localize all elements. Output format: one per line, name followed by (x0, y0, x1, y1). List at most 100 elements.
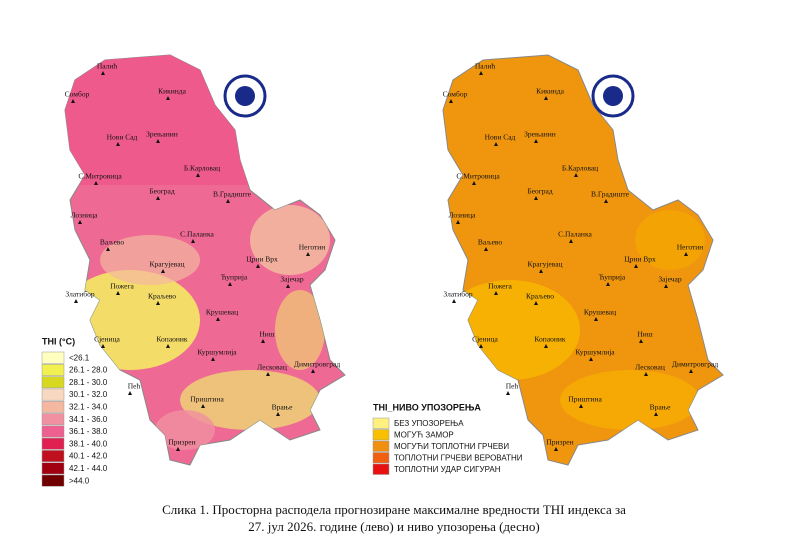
city-label: Златибор (65, 290, 94, 299)
city-label: Зајечар (280, 275, 303, 284)
city-marker (166, 344, 170, 348)
city-label: Палић (97, 62, 118, 71)
legend-swatch (41, 437, 65, 450)
city-label: Кикинда (536, 87, 565, 96)
city-marker (484, 247, 488, 251)
city-marker (494, 291, 498, 295)
city-marker (534, 301, 538, 305)
city-label: Лесковац (635, 363, 665, 372)
city-label: Зрењанин (146, 130, 178, 139)
legend-label: МОГУЋ ЗАМОР (394, 430, 454, 439)
legend-label: ТОПЛОТНИ ГРЧЕВИ ВЕРОВАТНИ (394, 453, 523, 462)
legend-swatch (41, 413, 65, 426)
city-label: С.Паланка (180, 230, 214, 239)
city-label: Зрењанин (524, 130, 556, 139)
legend-title: THI_НИВО УПОЗОРЕЊА (373, 402, 481, 412)
city-label: Сјеница (472, 335, 498, 344)
city-label: С.Митровица (456, 172, 500, 181)
legend-label: 36.1 - 38.0 (69, 427, 108, 436)
city-marker (211, 357, 215, 361)
city-marker (479, 71, 483, 75)
logo (591, 74, 635, 118)
city-label: Приштина (568, 395, 602, 404)
city-label: Београд (527, 187, 553, 196)
city-label: Врање (650, 403, 672, 412)
city-marker (544, 96, 548, 100)
city-marker (594, 317, 598, 321)
city-label: Зајечар (658, 275, 681, 284)
city-label: Пећ (506, 382, 519, 391)
legend-label: <26.1 (69, 353, 90, 362)
caption-line: Слика 1. Просторна расподела прогнозиран… (162, 502, 626, 517)
city-marker (534, 139, 538, 143)
city-label: Куршумлија (197, 348, 237, 357)
city-marker (554, 447, 558, 451)
city-marker (228, 282, 232, 286)
city-label: Београд (149, 187, 175, 196)
legend-label: БЕЗ УПОЗОРЕЊА (394, 419, 464, 428)
legend-label: 26.1 - 28.0 (69, 366, 108, 375)
city-marker (191, 239, 195, 243)
city-marker (156, 196, 160, 200)
city-marker (116, 291, 120, 295)
city-marker (644, 372, 648, 376)
city-marker (311, 369, 315, 373)
legend-label: 28.1 - 30.0 (69, 378, 108, 387)
city-marker (156, 301, 160, 305)
city-marker (539, 269, 543, 273)
city-marker (94, 181, 98, 185)
city-marker (684, 252, 688, 256)
city-label: Приштина (190, 395, 224, 404)
legend-label: 32.1 - 34.0 (69, 402, 108, 411)
city-marker (266, 372, 270, 376)
city-label: Неготин (299, 243, 326, 252)
city-marker (604, 199, 608, 203)
city-label: Ваљево (100, 238, 125, 247)
city-label: Палић (475, 62, 496, 71)
city-marker (201, 404, 205, 408)
city-label: Крагујевац (527, 260, 562, 269)
city-marker (156, 139, 160, 143)
legend-swatch (41, 450, 65, 462)
city-marker (106, 247, 110, 251)
city-label: Врање (272, 403, 294, 412)
city-label: Неготин (677, 243, 704, 252)
city-label: Призрен (546, 438, 573, 447)
city-label: Димитровград (672, 360, 718, 369)
legend-swatch (41, 351, 65, 364)
legend-label: 40.1 - 42.0 (69, 452, 108, 461)
city-label: С.Паланка (558, 230, 592, 239)
city-label: Крушевац (584, 308, 616, 317)
city-label: Димитровград (294, 360, 340, 369)
city-marker (654, 412, 658, 416)
city-marker (216, 317, 220, 321)
city-marker (74, 299, 78, 303)
legend-title: THI (°C) (42, 336, 75, 346)
city-marker (456, 220, 460, 224)
city-label: Нови Сад (107, 133, 138, 142)
city-label: Златибор (443, 290, 472, 299)
city-marker (574, 173, 578, 177)
legend-swatch (372, 429, 390, 441)
legend-swatch (372, 417, 390, 429)
city-marker (534, 196, 538, 200)
legend-label: >44.0 (69, 476, 90, 485)
city-marker (569, 239, 573, 243)
city-label: Нови Сад (485, 133, 516, 142)
city-label: В.Градиште (591, 190, 630, 199)
map-right (442, 54, 724, 466)
city-marker (226, 199, 230, 203)
city-label: Пожега (110, 282, 134, 291)
city-label: Црни Врх (624, 255, 656, 264)
city-label: Ћуприја (599, 273, 626, 282)
city-marker (689, 369, 693, 373)
city-label: Лозница (71, 211, 99, 220)
legend-swatch (41, 425, 65, 438)
city-marker (276, 412, 280, 416)
city-label: Б.Карловац (562, 164, 598, 173)
city-marker (544, 344, 548, 348)
city-label: Ваљево (478, 238, 503, 247)
city-label: Краљево (526, 292, 554, 301)
city-label: Црни Врх (246, 255, 278, 264)
